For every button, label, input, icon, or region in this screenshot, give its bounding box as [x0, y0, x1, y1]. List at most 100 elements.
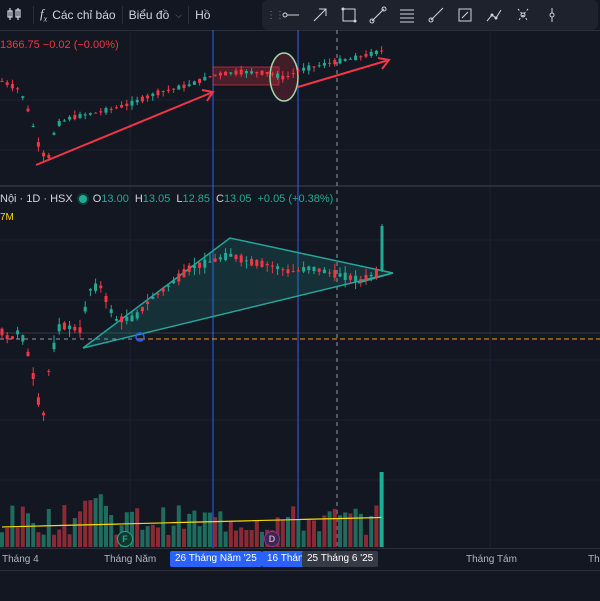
chart-menu-button[interactable]: Biểu đồ ⌵ [123, 0, 189, 30]
candle-body [114, 107, 118, 109]
candle-body [250, 258, 254, 266]
candle-body [135, 312, 139, 319]
volume-bar [379, 472, 384, 547]
candle-body [239, 69, 243, 75]
volume-bars [0, 472, 384, 547]
chart-style-button[interactable] [0, 0, 33, 30]
volume-bar [327, 511, 332, 547]
candle-body [83, 306, 87, 312]
candle-body [333, 59, 337, 65]
candle-body [380, 50, 384, 52]
volume-bar [72, 518, 77, 547]
volume-bar [78, 511, 82, 547]
candle-body [260, 260, 264, 267]
marker-label: F [122, 534, 128, 544]
candle-body [281, 75, 285, 80]
candle-body [109, 108, 113, 110]
candle-body [130, 100, 134, 106]
time-label: Tháng Tám [466, 554, 517, 565]
candle-body [328, 62, 332, 64]
measure-tool[interactable] [450, 0, 479, 30]
candle-body [73, 326, 77, 331]
high-label: H [134, 193, 143, 205]
candle-body [374, 50, 378, 55]
dividend-event-marker[interactable]: D [264, 531, 280, 547]
rectangle-tool[interactable] [334, 0, 363, 30]
fib-retracement-tool[interactable] [392, 0, 421, 30]
volume-bar [156, 527, 160, 547]
price-candles-pane1 [0, 46, 384, 162]
financial-event-marker[interactable]: F [117, 531, 133, 547]
candle-body [166, 285, 170, 287]
volume-bar [228, 521, 233, 547]
candle-body [328, 272, 332, 274]
candle-body [172, 280, 176, 284]
candle-body [187, 265, 191, 272]
horizontal-ray-tool[interactable] [276, 0, 305, 30]
volume-bar [187, 513, 192, 547]
volume-bar [67, 534, 72, 547]
candle-body [276, 266, 280, 270]
candle-body [10, 336, 14, 339]
volume-bar [5, 527, 10, 547]
candle-body [94, 112, 98, 114]
candle-body [52, 132, 56, 135]
candle-body [348, 58, 352, 60]
trend-line-tool[interactable] [363, 0, 392, 30]
volume-bar [218, 511, 223, 547]
candle-body [255, 71, 259, 74]
symbol-name[interactable]: Nội · 1D · HSX [0, 193, 73, 205]
triangle-apex-line [357, 272, 394, 284]
candle-body [83, 114, 87, 116]
candle-body [239, 255, 243, 263]
candle-body [151, 93, 155, 97]
volume-bar [171, 525, 176, 547]
market-status-icon [78, 195, 87, 203]
vertical-line-tool[interactable] [537, 0, 566, 30]
candles-icon [6, 6, 22, 25]
candle-body [354, 55, 358, 61]
candle-body [156, 90, 160, 96]
slider-settings-tool[interactable] [508, 0, 537, 30]
candle-body [161, 288, 165, 292]
candle-body [68, 325, 72, 330]
candle-body [343, 59, 347, 61]
candle-body [26, 108, 30, 112]
candle-body [218, 257, 222, 260]
candle-body [291, 73, 295, 75]
candle-body [322, 269, 326, 274]
volume-bar [31, 523, 36, 547]
candle-body [317, 268, 321, 272]
function-icon: fx [40, 6, 48, 24]
volume-bar [52, 534, 56, 547]
up-arrow-1[interactable] [35, 89, 215, 166]
candle-body [213, 74, 217, 76]
path-tool[interactable] [479, 0, 508, 30]
arrow-tool[interactable] [305, 0, 334, 30]
ray-tool[interactable] [421, 0, 450, 30]
anchor-point-handle[interactable] [135, 332, 145, 342]
candle-body [182, 269, 186, 278]
high-value: 13.05 [142, 193, 171, 205]
volume-bar [124, 512, 129, 547]
drag-handle-icon[interactable]: ⋮⋮ [266, 9, 285, 21]
time-axis[interactable]: Tháng 4 Tháng Năm 26 Tháng Năm '25 16 Th… [0, 548, 600, 571]
triangle-pattern[interactable] [82, 237, 394, 349]
volume-bar [353, 508, 358, 547]
volume-bar [343, 512, 348, 547]
candle-body [156, 293, 160, 295]
time-marker-label: 16 Thán [262, 551, 309, 567]
up-arrow-2[interactable] [297, 57, 391, 88]
volume-bar [275, 517, 280, 547]
volume-bar [322, 515, 327, 547]
chart-canvas[interactable] [0, 0, 600, 548]
candle-body [78, 327, 82, 333]
candle-body [218, 72, 222, 76]
candle-body [317, 65, 321, 67]
indicators-button[interactable]: fx Các chỉ báo [34, 0, 122, 30]
more-menu-button[interactable]: Hồ [189, 0, 216, 30]
candle-body [270, 265, 274, 267]
candle-body [140, 96, 144, 102]
volume-bar [176, 505, 181, 547]
volume-bar [260, 531, 264, 547]
